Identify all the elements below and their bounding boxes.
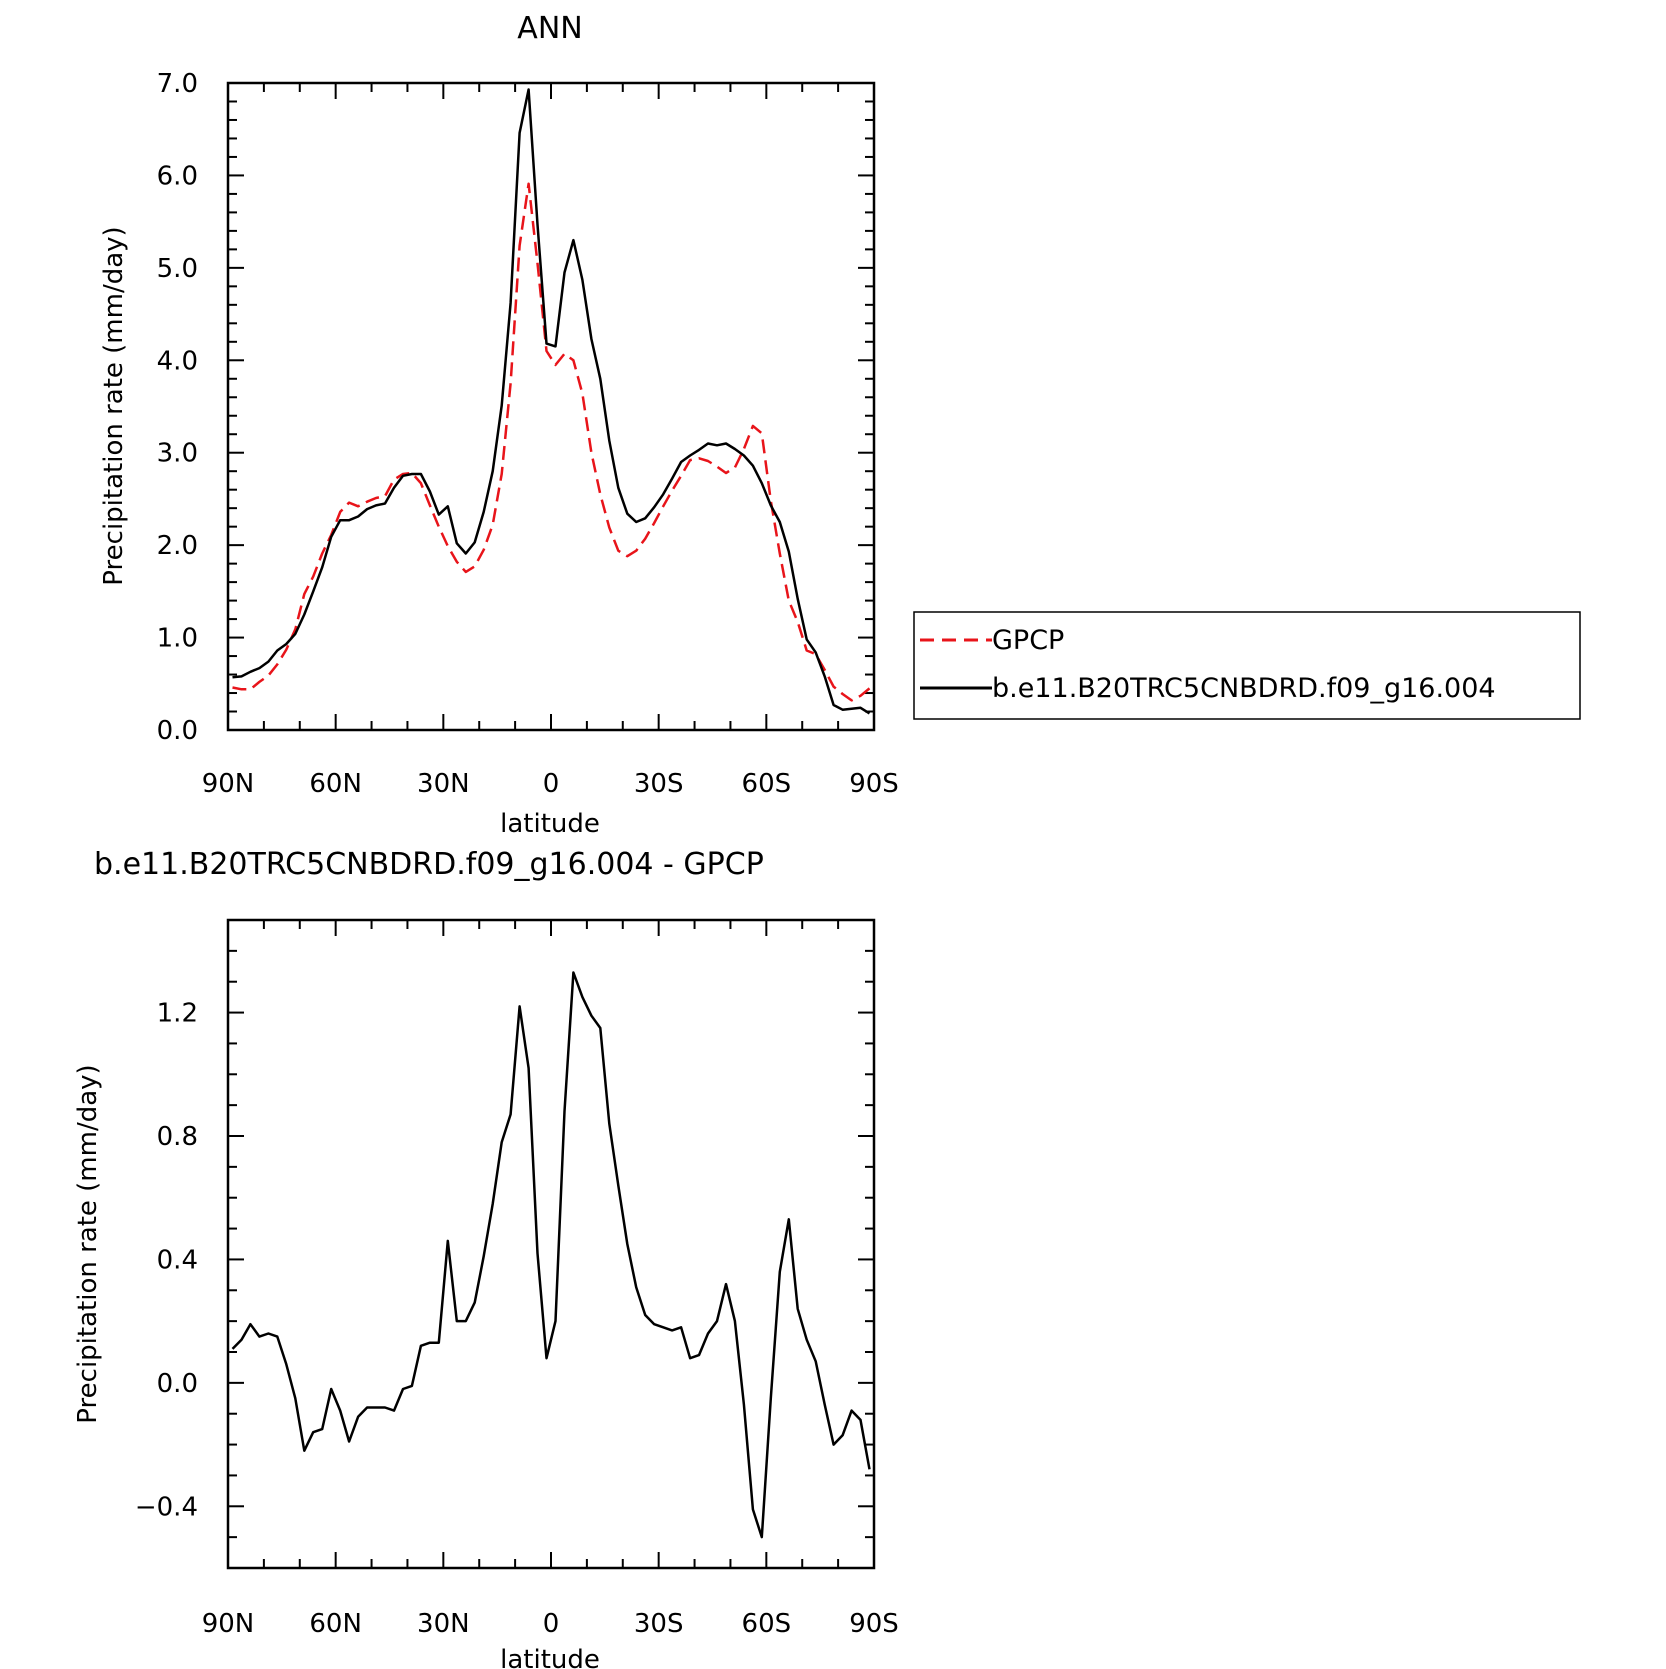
x-tick-label: 90N xyxy=(202,769,255,799)
x-tick-label: 30S xyxy=(634,769,684,799)
y-tick-label: 3.0 xyxy=(157,439,198,469)
x-tick-label: 60N xyxy=(309,1609,362,1639)
x-tick-label: 30N xyxy=(417,769,470,799)
y-tick-label: 4.0 xyxy=(157,346,198,376)
legend-box xyxy=(913,611,1581,720)
chart-title: b.e11.B20TRC5CNBDRD.f09_g16.004 - GPCP xyxy=(94,847,764,882)
y-tick-label: −0.4 xyxy=(135,1492,198,1522)
axis-ticks: 90N 60N 30N 0 30S 60S 90S −0.4 0.0 0.4 0.8 1.2 xyxy=(135,919,899,1639)
x-tick-label: 0 xyxy=(543,769,560,799)
x-tick-label: 60N xyxy=(309,769,362,799)
x-tick-label: 90S xyxy=(849,769,899,799)
plot-frame xyxy=(226,918,876,1570)
y-tick-label: 1.0 xyxy=(157,624,198,654)
x-axis-title: latitude xyxy=(500,1645,600,1669)
plot-frame xyxy=(226,81,876,732)
chart-precipitation-difference: b.e11.B20TRC5CNBDRD.f09_g16.004 - GPCP 9… xyxy=(73,847,899,1669)
axis-ticks: 90N 60N 30N 0 30S 60S 90S 0.0 1.0 2.0 3.0 4.0 5.0 6.0… xyxy=(157,69,899,799)
y-tick-label: 1.2 xyxy=(157,999,198,1029)
chart-annual-precipitation: ANN 90N 60N 30N 0 30S 60S 90S 0.0 1.0 2.0 3.0 4.0 5.… xyxy=(99,11,899,839)
legend-label-model: b.e11.B20TRC5CNBDRD.f09_g16.004 xyxy=(992,673,1496,704)
series-line-model xyxy=(231,971,871,1539)
chart-title: ANN xyxy=(517,11,582,46)
y-tick-label: 2.0 xyxy=(157,531,198,561)
y-axis-title: Precipitation rate (mm/day) xyxy=(73,1064,103,1423)
y-tick-label: 0.4 xyxy=(157,1245,198,1275)
y-tick-label: 5.0 xyxy=(157,254,198,284)
x-tick-label: 60S xyxy=(742,1609,792,1639)
x-tick-label: 60S xyxy=(742,769,792,799)
y-tick-label: 6.0 xyxy=(157,161,198,191)
x-tick-label: 30S xyxy=(634,1609,684,1639)
series-line-gpcp xyxy=(232,182,871,702)
y-tick-label: 7.0 xyxy=(157,69,198,99)
legend-label-gpcp: GPCP xyxy=(992,625,1064,656)
y-tick-label: 0.0 xyxy=(157,1369,198,1399)
x-tick-label: 0 xyxy=(543,1609,560,1639)
y-tick-label: 0.0 xyxy=(157,716,198,746)
x-axis-title: latitude xyxy=(500,809,600,839)
x-tick-label: 90N xyxy=(202,1609,255,1639)
series-group xyxy=(232,88,871,715)
x-tick-label: 90S xyxy=(849,1609,899,1639)
x-tick-label: 30N xyxy=(417,1609,470,1639)
legend: GPCP b.e11.B20TRC5CNBDRD.f09_g16.004 xyxy=(913,611,1581,720)
series-line-model xyxy=(232,88,871,715)
y-tick-label: 0.8 xyxy=(157,1122,198,1152)
series-group xyxy=(231,971,871,1539)
y-axis-title: Precipitation rate (mm/day) xyxy=(99,226,129,585)
